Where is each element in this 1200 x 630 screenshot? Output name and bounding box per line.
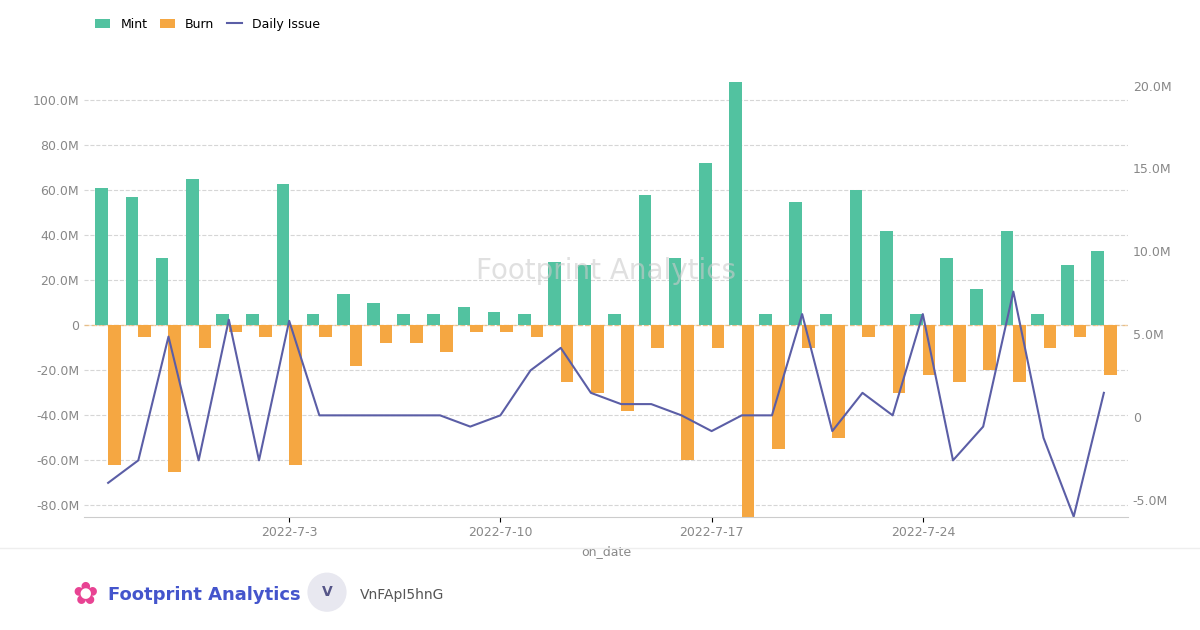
Bar: [923, 325, 936, 375]
Bar: [638, 195, 652, 325]
Bar: [1091, 251, 1104, 325]
Bar: [548, 262, 560, 325]
Bar: [349, 325, 362, 366]
Bar: [820, 314, 833, 325]
Bar: [440, 325, 452, 352]
Bar: [1074, 325, 1086, 336]
Bar: [337, 294, 349, 325]
Bar: [772, 325, 785, 449]
Bar: [1013, 325, 1026, 382]
Bar: [850, 190, 863, 325]
Bar: [126, 197, 138, 325]
Bar: [246, 314, 259, 325]
Bar: [590, 325, 604, 393]
Bar: [410, 325, 422, 343]
Bar: [1031, 314, 1044, 325]
Bar: [790, 202, 802, 325]
Bar: [578, 265, 590, 325]
Bar: [259, 325, 271, 336]
Bar: [1061, 265, 1074, 325]
Bar: [622, 325, 634, 411]
Bar: [199, 325, 211, 348]
Bar: [880, 231, 893, 325]
Bar: [530, 325, 544, 336]
Bar: [893, 325, 905, 393]
Bar: [760, 314, 772, 325]
Bar: [427, 314, 440, 325]
Bar: [289, 325, 302, 465]
Bar: [500, 325, 514, 332]
Bar: [682, 325, 694, 461]
Bar: [953, 325, 966, 382]
Bar: [941, 258, 953, 325]
Bar: [168, 325, 181, 472]
Bar: [138, 325, 151, 336]
Bar: [833, 325, 845, 438]
Bar: [652, 325, 664, 348]
Bar: [730, 83, 742, 325]
Bar: [560, 325, 574, 382]
Bar: [802, 325, 815, 348]
Bar: [518, 314, 530, 325]
Bar: [379, 325, 392, 343]
Bar: [229, 325, 241, 332]
Bar: [186, 179, 199, 325]
Bar: [1044, 325, 1056, 348]
Bar: [1001, 231, 1013, 325]
Bar: [863, 325, 875, 336]
Text: Footprint Analytics: Footprint Analytics: [108, 587, 301, 604]
Text: Footprint Analytics: Footprint Analytics: [476, 257, 736, 285]
Legend: Mint, Burn, Daily Issue: Mint, Burn, Daily Issue: [90, 13, 324, 35]
Text: VnFApI5hnG: VnFApI5hnG: [360, 588, 444, 602]
Bar: [457, 307, 470, 325]
Text: ✿: ✿: [72, 581, 97, 610]
Bar: [698, 163, 712, 325]
Bar: [108, 325, 121, 465]
Bar: [307, 314, 319, 325]
Bar: [742, 325, 755, 539]
Bar: [910, 314, 923, 325]
Bar: [1104, 325, 1116, 375]
X-axis label: on_date: on_date: [581, 545, 631, 558]
Bar: [971, 289, 983, 325]
Bar: [397, 314, 410, 325]
Bar: [668, 258, 682, 325]
Bar: [487, 312, 500, 325]
Bar: [608, 314, 622, 325]
Text: V: V: [322, 585, 332, 599]
Bar: [156, 258, 168, 325]
Bar: [470, 325, 482, 332]
Bar: [712, 325, 725, 348]
Bar: [276, 183, 289, 325]
Bar: [96, 188, 108, 325]
Bar: [367, 303, 379, 325]
Bar: [319, 325, 332, 336]
Bar: [983, 325, 996, 370]
Bar: [216, 314, 229, 325]
Circle shape: [308, 573, 346, 611]
